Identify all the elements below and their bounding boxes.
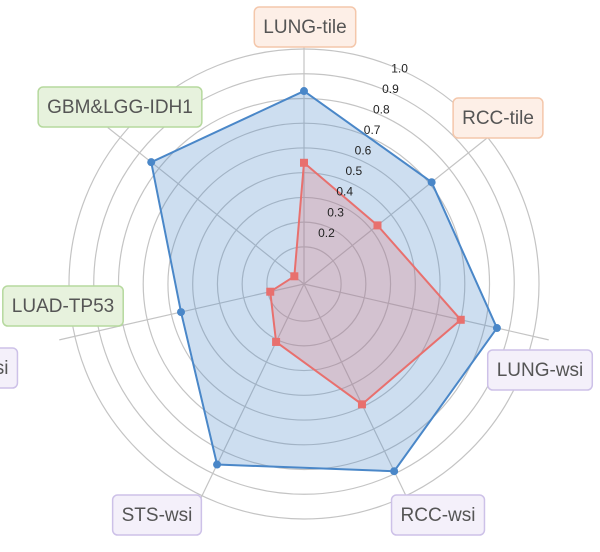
label-text: STS-wsi <box>122 505 193 526</box>
axis-line <box>194 283 305 511</box>
label-text: wsi <box>0 358 8 379</box>
label-box <box>390 494 486 536</box>
r-tick-label: 0.3 <box>327 205 344 219</box>
label-text: RCC-wsi <box>401 505 476 526</box>
data-point <box>300 158 308 167</box>
r-tick-label: 0.8 <box>373 103 390 117</box>
data-point <box>456 315 465 324</box>
label-text: LUNG-tile <box>263 17 346 38</box>
data-point <box>373 221 382 230</box>
category-label: GBM&LGG-IDH1 <box>37 86 203 128</box>
r-tick-label: 0.7 <box>364 123 381 137</box>
r-tick-label: 0.2 <box>318 226 335 240</box>
category-label: LUAD-TP53 <box>2 285 124 327</box>
label-text: LUAD-TP53 <box>12 296 114 317</box>
r-tick-label: 1.0 <box>391 61 408 75</box>
data-point <box>266 287 275 296</box>
series-area <box>150 89 499 473</box>
label-box <box>253 6 357 48</box>
data-point <box>272 337 281 346</box>
r-tick-label: 0.9 <box>382 82 399 96</box>
data-point <box>147 158 156 167</box>
r-tick-label: 0.4 <box>336 185 353 199</box>
label-box <box>2 285 124 327</box>
label-box <box>37 86 203 128</box>
label-text: GBM&LGG-IDH1 <box>47 97 193 118</box>
label-text: RCC-tile <box>462 108 534 129</box>
axis-line <box>303 127 501 285</box>
r-tick-label: 0.5 <box>346 164 363 178</box>
label-box <box>452 97 544 139</box>
axis-line <box>303 283 549 341</box>
category-label: LUNG-wsi <box>486 349 594 391</box>
series-area <box>269 160 463 406</box>
data-point <box>492 324 501 333</box>
data-point <box>427 178 436 187</box>
data-point <box>300 87 308 96</box>
label-box <box>111 494 203 536</box>
data-point <box>177 308 186 317</box>
category-label: RCC-tile <box>452 97 544 139</box>
label-box <box>486 349 594 391</box>
label-text: LUNG-wsi <box>497 360 584 381</box>
category-label: LUNG-tile <box>253 6 357 48</box>
annotation: wsi <box>0 347 19 389</box>
axis-line <box>107 127 305 285</box>
data-point <box>290 272 299 281</box>
label-box <box>0 347 19 389</box>
r-tick-label: 0.6 <box>355 144 372 158</box>
category-label: STS-wsi <box>111 494 203 536</box>
data-point <box>213 460 222 469</box>
data-point <box>357 400 366 409</box>
data-point <box>390 467 399 476</box>
category-label: RCC-wsi <box>390 494 486 536</box>
